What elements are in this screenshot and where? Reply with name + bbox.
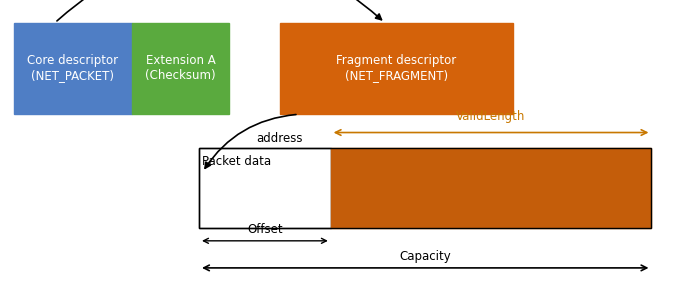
- Text: Capacity: Capacity: [400, 250, 451, 263]
- Text: address: address: [256, 132, 303, 145]
- Text: Offset: Offset: [247, 223, 283, 236]
- Bar: [199, 148, 331, 228]
- Bar: [132, 23, 230, 114]
- Bar: [280, 23, 513, 114]
- Text: Extension A
(Checksum): Extension A (Checksum): [145, 54, 216, 82]
- Text: ValidLength: ValidLength: [456, 110, 526, 123]
- Text: Core descriptor
(NET_PACKET): Core descriptor (NET_PACKET): [27, 54, 118, 82]
- Bar: [331, 148, 651, 228]
- Bar: [14, 23, 132, 114]
- Text: Fragment descriptor
(NET_FRAGMENT): Fragment descriptor (NET_FRAGMENT): [336, 54, 457, 82]
- Bar: [199, 148, 651, 228]
- Text: Packet data: Packet data: [202, 154, 271, 168]
